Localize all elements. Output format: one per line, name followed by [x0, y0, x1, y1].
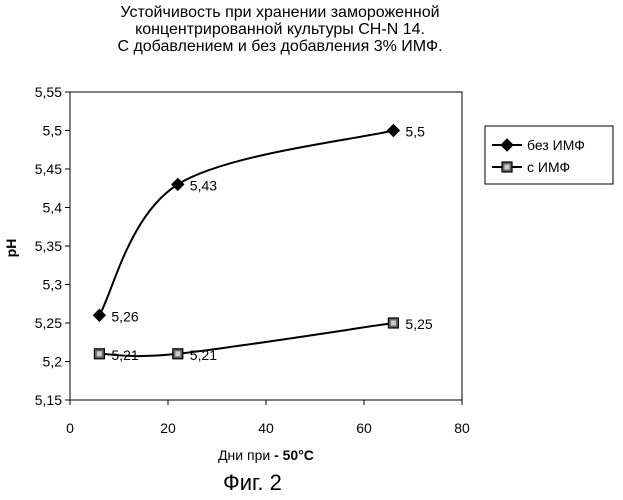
- series-line: [99, 131, 393, 316]
- y-tick-label: 5,4: [43, 200, 63, 216]
- x-tick-label: 20: [160, 420, 176, 436]
- y-tick-label: 5,35: [35, 238, 62, 254]
- data-label: 5,5: [405, 124, 425, 140]
- data-label: 5,21: [111, 347, 138, 363]
- y-tick-label: 5,2: [43, 354, 63, 370]
- y-tick-label: 5,25: [35, 315, 62, 331]
- series-line: [99, 323, 393, 356]
- legend-item: без ИМФ: [492, 137, 585, 153]
- y-tick-label: 5,3: [43, 277, 63, 293]
- data-label: 5,25: [405, 316, 432, 332]
- y-tick-label: 5,15: [35, 392, 62, 408]
- series-2: 5,21 5,21 5,25: [94, 316, 432, 363]
- y-tick-label: 5,55: [35, 84, 62, 100]
- legend-marker: [502, 162, 512, 172]
- data-point: [93, 309, 105, 321]
- data-point: [173, 349, 183, 359]
- x-axis-label-prefix: Дни при: [218, 447, 274, 463]
- data-label: 5,21: [190, 347, 217, 363]
- legend-box: [485, 126, 613, 184]
- x-axis-label: Дни при - 50°C: [218, 447, 314, 463]
- legend: без ИМФ с ИМФ: [485, 126, 613, 184]
- data-point: [94, 349, 104, 359]
- x-tick-label: 0: [66, 420, 74, 436]
- data-point: [172, 178, 184, 190]
- x-axis: 0 20 40 60 80: [66, 400, 470, 436]
- y-axis: 5,15 5,2 5,25 5,3 5,35 5,4 5,45 5,5 5,55: [35, 84, 70, 408]
- series-1: 5,26 5,43 5,5: [93, 124, 425, 325]
- x-axis-label-suffix: - 50°C: [274, 447, 314, 463]
- y-axis-label: pH: [3, 239, 19, 258]
- legend-label: без ИМФ: [527, 137, 585, 153]
- data-label: 5,43: [190, 177, 217, 193]
- series-layer: 5,26 5,43 5,5 5,21 5,21 5,25: [93, 124, 432, 363]
- y-tick-label: 5,45: [35, 161, 62, 177]
- x-tick-label: 60: [356, 420, 372, 436]
- y-tick-label: 5,5: [43, 123, 63, 139]
- data-point: [388, 318, 398, 328]
- data-label: 5,26: [111, 308, 138, 324]
- x-tick-label: 40: [258, 420, 274, 436]
- x-tick-label: 80: [454, 420, 470, 436]
- figure-caption: Фиг. 2: [223, 470, 282, 496]
- data-point: [387, 125, 399, 137]
- legend-label: с ИМФ: [527, 159, 570, 175]
